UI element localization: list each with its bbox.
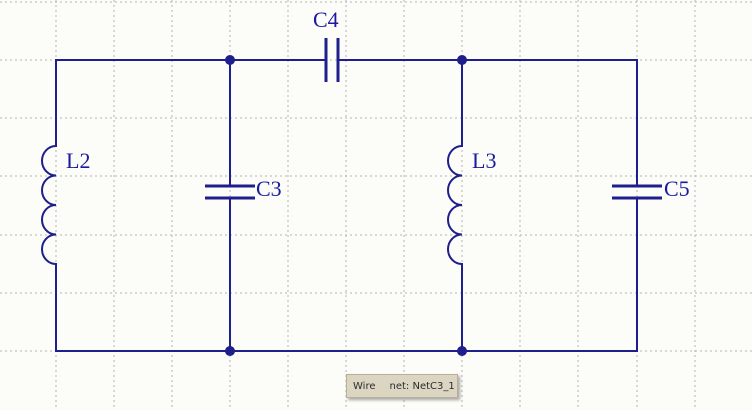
inductor-l3-coil[interactable] <box>447 145 463 265</box>
wire-right-loop[interactable] <box>229 59 638 352</box>
tooltip-net-label: net: NetC3_1 <box>389 380 455 392</box>
capacitor-C3[interactable] <box>205 184 255 200</box>
junction-dot <box>457 55 467 65</box>
junctions <box>225 55 467 356</box>
label-c4[interactable]: C4 <box>313 7 339 32</box>
label-l3[interactable]: L3 <box>472 148 496 173</box>
capacitor-C5[interactable] <box>612 184 662 200</box>
junction-dot <box>225 346 235 356</box>
wire-left-loop[interactable] <box>55 59 231 352</box>
tooltip-object-type: Wire <box>353 380 376 392</box>
inductor-L3[interactable] <box>447 145 463 265</box>
label-c3[interactable]: C3 <box>256 176 282 201</box>
inductor-L2[interactable] <box>41 145 57 265</box>
label-c5[interactable]: C5 <box>664 176 690 201</box>
junction-dot <box>225 55 235 65</box>
inductor-l2-coil[interactable] <box>41 145 57 265</box>
component-labels: C4 L2 C3 L3 C5 <box>66 7 690 201</box>
junction-dot <box>457 346 467 356</box>
hover-tooltip: Wire net: NetC3_1 <box>346 374 458 398</box>
label-l2[interactable]: L2 <box>66 148 90 173</box>
wires[interactable] <box>55 59 638 352</box>
capacitor-C4[interactable] <box>324 38 340 82</box>
